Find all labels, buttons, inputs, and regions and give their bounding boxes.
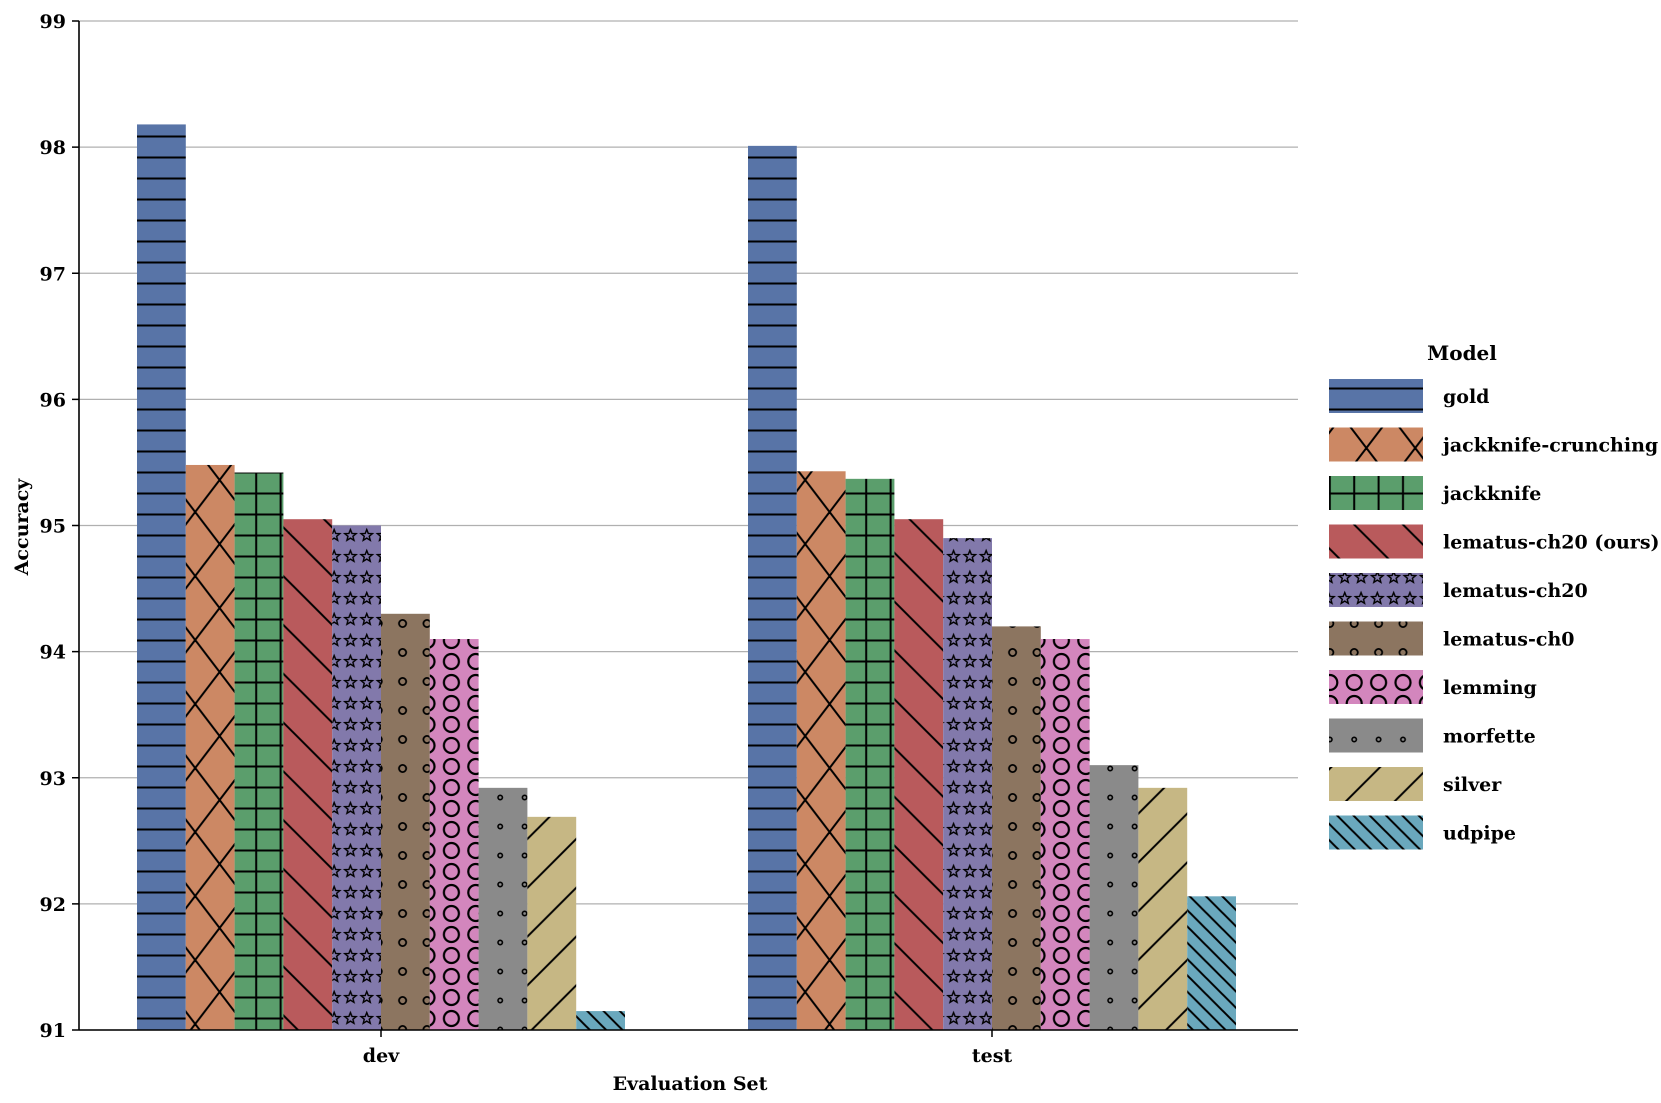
bar-dev-lematus-ch20 <box>332 525 381 1030</box>
legend-title: Model <box>1427 341 1497 365</box>
legend-label: lematus-ch0 <box>1443 629 1575 651</box>
bar-test-lemming <box>1040 639 1090 1030</box>
bars <box>137 124 1236 1031</box>
bar-test-lematus-ch20-ours <box>894 519 944 1030</box>
bar-dev-lematus-ch20-ours <box>283 519 333 1030</box>
legend-label: morfette <box>1443 726 1536 748</box>
legend-swatch <box>1329 476 1423 510</box>
bar-test-silver <box>1138 787 1188 1030</box>
legend-label: gold <box>1443 386 1489 408</box>
legend-swatch <box>1329 379 1423 413</box>
legend-label: silver <box>1443 774 1502 796</box>
legend: Model gold jackknife-crunching jackknife le… <box>1329 341 1660 850</box>
legend-swatch <box>1329 427 1423 462</box>
legend-swatch <box>1329 815 1423 850</box>
legend-swatch <box>1329 573 1423 607</box>
x-tick-label-dev: dev <box>363 1045 400 1067</box>
bar-dev-jackknife-crunching <box>185 464 235 1031</box>
y-tick-label: 92 <box>40 894 66 916</box>
legend-swatch <box>1329 524 1423 559</box>
y-tick-label: 95 <box>40 516 66 538</box>
legend-label: jackknife <box>1441 483 1541 505</box>
legend-swatch <box>1329 718 1423 753</box>
axes: 91 92 93 94 95 96 97 98 99 dev test <box>40 11 1298 1067</box>
y-tick-label: 93 <box>40 768 66 790</box>
bar-dev-silver <box>527 816 577 1030</box>
y-tick-label: 91 <box>40 1020 66 1042</box>
legend-swatch <box>1329 767 1423 801</box>
legend-label: udpipe <box>1443 823 1516 845</box>
y-tick-label: 94 <box>40 642 66 664</box>
bar-dev-jackknife <box>234 472 284 1031</box>
y-axis-title: Accuracy <box>11 478 33 577</box>
legend-label: lematus-ch20 <box>1443 580 1588 602</box>
bar-dev-lematus-ch0 <box>381 613 430 1030</box>
legend-swatch <box>1329 621 1423 656</box>
bar-test-udpipe <box>1187 896 1236 1030</box>
legend-label: jackknife-crunching <box>1441 435 1658 457</box>
legend-swatch <box>1329 670 1423 704</box>
bar-dev-udpipe <box>576 1011 625 1030</box>
y-tick-label: 96 <box>40 389 66 411</box>
y-tick-label: 97 <box>40 263 66 285</box>
bar-test-lematus-ch20 <box>943 538 992 1030</box>
y-tick-label: 99 <box>40 11 66 33</box>
bar-test-morfette <box>1089 765 1139 1030</box>
bar-dev-lemming <box>429 639 479 1030</box>
bar-test-lematus-ch0 <box>992 626 1041 1030</box>
bar-dev-morfette <box>478 787 528 1030</box>
x-axis-title: Evaluation Set <box>613 1073 768 1095</box>
bar-test-gold <box>748 145 797 1030</box>
legend-label: lemming <box>1443 677 1537 699</box>
bar-dev-gold <box>137 124 186 1031</box>
legend-label: lematus-ch20 (ours) <box>1443 532 1660 554</box>
bar-test-jackknife <box>845 478 895 1030</box>
y-tick-label: 98 <box>40 137 66 159</box>
x-tick-label-test: test <box>972 1045 1013 1067</box>
bar-test-jackknife-crunching <box>796 471 846 1030</box>
